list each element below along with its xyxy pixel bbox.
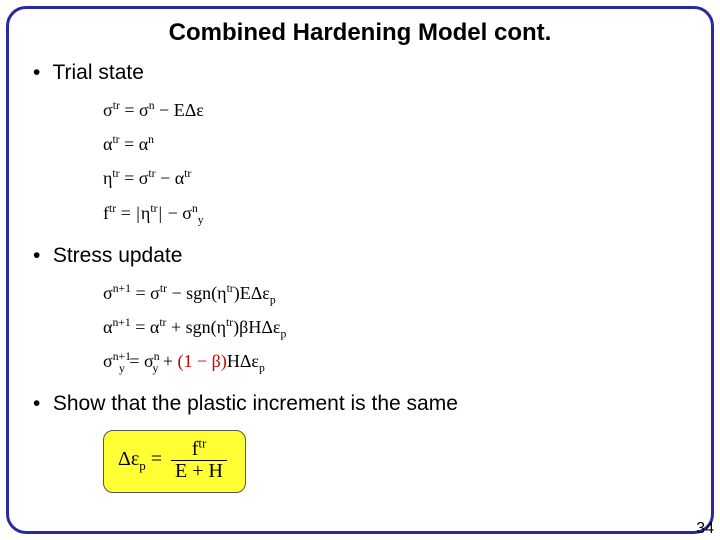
equation-row: αtr = αn	[103, 127, 687, 161]
bullet-dot: •	[33, 61, 47, 85]
plastic-increment-result: Δεp = ftrE + H	[103, 430, 246, 493]
equation-row: σtr = σn − EΔε	[103, 93, 687, 127]
equation-row: σn+1 = σtr − sgn(ηtr)EΔεp	[103, 276, 687, 310]
equation-row: σn+1y = σny + (1 − β)HΔεp	[103, 344, 687, 378]
bullet-trial-state: • Trial state	[33, 61, 687, 85]
stress-update-equations: σn+1 = σtr − sgn(ηtr)EΔεpαn+1 = αtr + sg…	[103, 276, 687, 379]
slide-frame: Combined Hardening Model cont. • Trial s…	[6, 6, 714, 534]
bullet-text: Trial state	[52, 61, 143, 84]
equation-row: ηtr = σtr − αtr	[103, 161, 687, 195]
bullet-text: Show that the plastic increment is the s…	[53, 392, 458, 415]
equation-row: ftr = |ηtr| − σny	[103, 196, 687, 230]
bullet-stress-update: • Stress update	[33, 244, 687, 268]
equation-row: αn+1 = αtr + sgn(ηtr)βHΔεp	[103, 310, 687, 344]
trial-state-equations: σtr = σn − EΔεαtr = αnηtr = σtr − αtrftr…	[103, 93, 687, 230]
page-number: 34	[696, 520, 714, 538]
bullet-dot: •	[33, 392, 47, 416]
slide-title: Combined Hardening Model cont.	[33, 19, 687, 47]
bullet-text: Stress update	[53, 244, 183, 267]
bullet-plastic-increment: • Show that the plastic increment is the…	[33, 392, 687, 416]
bullet-dot: •	[33, 244, 47, 268]
